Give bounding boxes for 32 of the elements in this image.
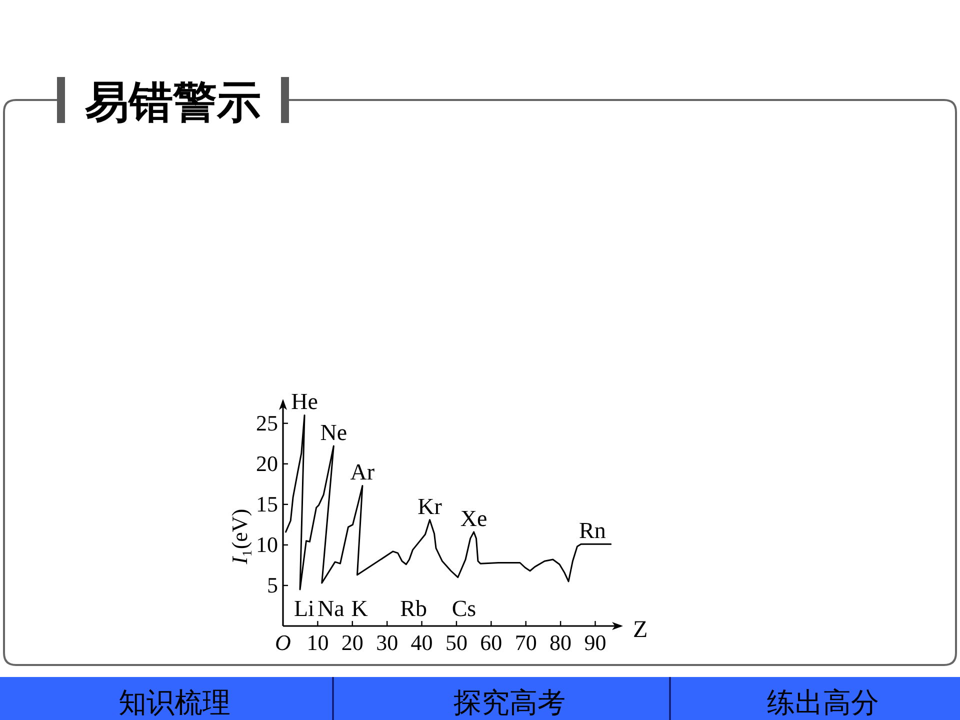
annotation: Rn bbox=[579, 518, 606, 544]
annotation: K bbox=[351, 596, 368, 621]
x-tick-label: 40 bbox=[410, 630, 433, 655]
nav-tab: 练出高分 bbox=[670, 677, 960, 720]
annotation: Li bbox=[294, 596, 314, 621]
annotation: Na bbox=[317, 596, 344, 621]
y-axis-title: I₁(eV) bbox=[227, 508, 252, 566]
x-tick-label: 90 bbox=[584, 630, 606, 655]
annotation: He bbox=[291, 389, 318, 414]
y-tick-label: 10 bbox=[256, 532, 278, 557]
nav-tab: 探究高考 bbox=[333, 677, 670, 720]
annotation: Kr bbox=[418, 494, 442, 519]
x-tick-label: 70 bbox=[514, 630, 537, 655]
y-tick-label: 20 bbox=[256, 450, 278, 476]
x-axis-title: Z bbox=[633, 617, 648, 643]
annotation: Ar bbox=[350, 460, 375, 485]
chart-title: 易错警示 bbox=[84, 77, 261, 128]
x-tick-label: 50 bbox=[445, 630, 468, 655]
y-tick-label: 25 bbox=[256, 410, 278, 436]
annotation: Rb bbox=[400, 596, 428, 621]
y-tick-label: 15 bbox=[256, 491, 278, 516]
x-tick-label: 10 bbox=[306, 630, 329, 655]
nav-tab: 知识梳理 bbox=[0, 677, 333, 720]
x-tick-label: 60 bbox=[480, 630, 502, 655]
x-tick-label: 30 bbox=[376, 630, 398, 655]
x-tick-label: 20 bbox=[341, 630, 364, 655]
x-tick-label: O bbox=[275, 630, 292, 655]
x-tick-label: 80 bbox=[550, 630, 572, 655]
annotation: Xe bbox=[460, 506, 488, 531]
annotation: Ne bbox=[320, 420, 348, 446]
annotation: Cs bbox=[452, 596, 476, 621]
y-tick-label: 5 bbox=[267, 572, 278, 598]
